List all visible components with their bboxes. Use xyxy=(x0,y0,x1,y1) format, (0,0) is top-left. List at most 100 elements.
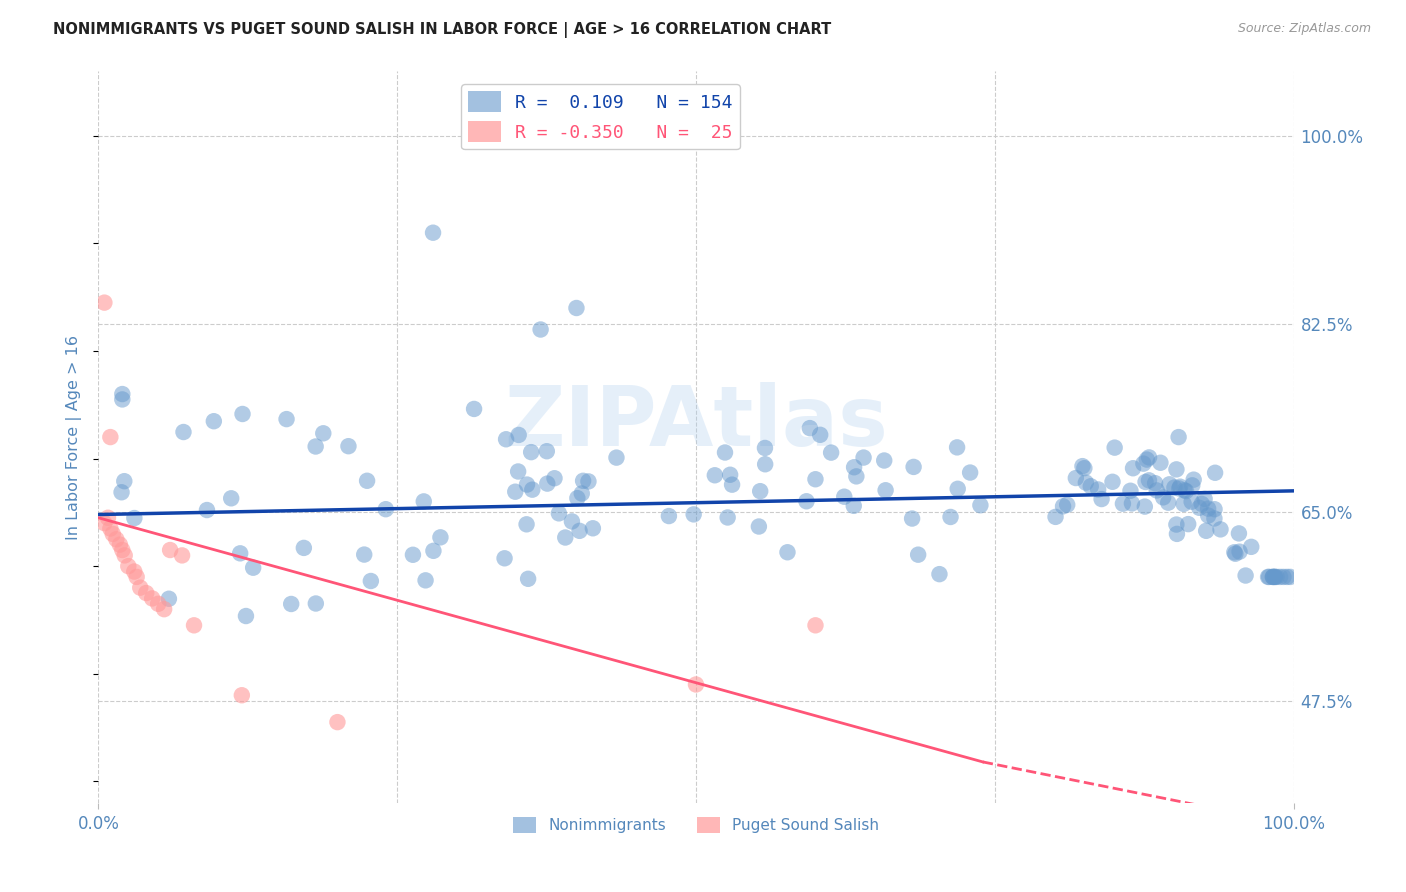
Nonimmigrants xyxy=(1173,497,1195,511)
Nonimmigrants xyxy=(543,471,565,485)
Nonimmigrants xyxy=(276,412,298,426)
Nonimmigrants xyxy=(1263,570,1285,584)
Nonimmigrants xyxy=(422,226,444,240)
Puget Sound Salish xyxy=(98,521,122,535)
Nonimmigrants xyxy=(219,491,242,506)
Nonimmigrants xyxy=(520,445,543,459)
Nonimmigrants xyxy=(1132,457,1154,471)
Nonimmigrants xyxy=(572,474,595,488)
Nonimmigrants xyxy=(1264,570,1286,584)
Nonimmigrants xyxy=(1209,522,1232,536)
Nonimmigrants xyxy=(1133,500,1156,514)
Text: NONIMMIGRANTS VS PUGET SOUND SALISH IN LABOR FORCE | AGE > 16 CORRELATION CHART: NONIMMIGRANTS VS PUGET SOUND SALISH IN L… xyxy=(53,22,832,38)
Nonimmigrants xyxy=(754,457,776,471)
Nonimmigrants xyxy=(1229,544,1251,558)
Legend: Nonimmigrants, Puget Sound Salish: Nonimmigrants, Puget Sound Salish xyxy=(508,811,884,839)
Nonimmigrants xyxy=(1135,475,1157,489)
Nonimmigrants xyxy=(1159,477,1181,491)
Nonimmigrants xyxy=(959,466,981,480)
Nonimmigrants xyxy=(1157,496,1180,510)
Nonimmigrants xyxy=(1261,570,1284,584)
Nonimmigrants xyxy=(901,511,924,525)
Puget Sound Salish xyxy=(98,430,122,444)
Nonimmigrants xyxy=(1195,524,1218,538)
Puget Sound Salish xyxy=(125,570,148,584)
Nonimmigrants xyxy=(305,597,328,611)
Nonimmigrants xyxy=(1052,500,1074,514)
Nonimmigrants xyxy=(516,477,538,491)
Nonimmigrants xyxy=(1121,496,1143,510)
Puget Sound Salish xyxy=(148,597,170,611)
Nonimmigrants xyxy=(516,517,538,532)
Nonimmigrants xyxy=(682,508,704,522)
Nonimmigrants xyxy=(415,574,437,588)
Nonimmigrants xyxy=(1064,471,1087,485)
Nonimmigrants xyxy=(1264,570,1286,584)
Nonimmigrants xyxy=(157,591,180,606)
Nonimmigrants xyxy=(1045,509,1067,524)
Nonimmigrants xyxy=(1182,473,1205,487)
Nonimmigrants xyxy=(503,484,526,499)
Nonimmigrants xyxy=(1258,570,1281,584)
Nonimmigrants xyxy=(231,407,253,421)
Nonimmigrants xyxy=(721,477,744,491)
Nonimmigrants xyxy=(337,439,360,453)
Puget Sound Salish xyxy=(108,538,131,552)
Puget Sound Salish xyxy=(114,549,136,563)
Nonimmigrants xyxy=(356,474,378,488)
Nonimmigrants xyxy=(1181,478,1204,492)
Nonimmigrants xyxy=(508,465,530,479)
Nonimmigrants xyxy=(360,574,382,588)
Nonimmigrants xyxy=(928,567,950,582)
Nonimmigrants xyxy=(412,494,434,508)
Nonimmigrants xyxy=(658,509,681,524)
Nonimmigrants xyxy=(1265,570,1288,584)
Puget Sound Salish xyxy=(231,688,253,702)
Nonimmigrants xyxy=(1144,476,1167,491)
Nonimmigrants xyxy=(1181,494,1204,508)
Puget Sound Salish xyxy=(101,527,124,541)
Nonimmigrants xyxy=(111,387,134,401)
Nonimmigrants xyxy=(1112,497,1135,511)
Nonimmigrants xyxy=(312,426,335,441)
Nonimmigrants xyxy=(776,545,799,559)
Nonimmigrants xyxy=(1188,500,1211,515)
Nonimmigrants xyxy=(1080,479,1102,493)
Nonimmigrants xyxy=(353,548,375,562)
Nonimmigrants xyxy=(1177,517,1199,532)
Nonimmigrants xyxy=(494,551,516,566)
Nonimmigrants xyxy=(402,548,425,562)
Nonimmigrants xyxy=(110,485,132,500)
Nonimmigrants xyxy=(1261,570,1284,584)
Nonimmigrants xyxy=(567,491,589,505)
Puget Sound Salish xyxy=(685,677,707,691)
Puget Sound Salish xyxy=(93,516,115,530)
Nonimmigrants xyxy=(875,483,897,498)
Nonimmigrants xyxy=(202,414,225,428)
Nonimmigrants xyxy=(842,460,865,475)
Nonimmigrants xyxy=(124,511,146,525)
Nonimmigrants xyxy=(495,432,517,446)
Nonimmigrants xyxy=(1223,545,1246,559)
Nonimmigrants xyxy=(852,450,875,465)
Nonimmigrants xyxy=(554,531,576,545)
Nonimmigrants xyxy=(578,475,600,489)
Nonimmigrants xyxy=(1194,491,1216,506)
Nonimmigrants xyxy=(820,445,842,459)
Nonimmigrants xyxy=(1168,482,1191,496)
Nonimmigrants xyxy=(229,546,252,560)
Nonimmigrants xyxy=(1136,452,1159,467)
Nonimmigrants xyxy=(717,510,740,524)
Nonimmigrants xyxy=(429,530,451,544)
Nonimmigrants xyxy=(1257,570,1279,584)
Puget Sound Salish xyxy=(183,618,205,632)
Nonimmigrants xyxy=(536,444,558,458)
Nonimmigrants xyxy=(1191,497,1213,511)
Nonimmigrants xyxy=(1204,502,1226,516)
Nonimmigrants xyxy=(842,499,865,513)
Nonimmigrants xyxy=(703,468,725,483)
Nonimmigrants xyxy=(754,441,776,455)
Nonimmigrants xyxy=(749,484,772,499)
Nonimmigrants xyxy=(799,421,821,435)
Nonimmigrants xyxy=(1168,480,1191,494)
